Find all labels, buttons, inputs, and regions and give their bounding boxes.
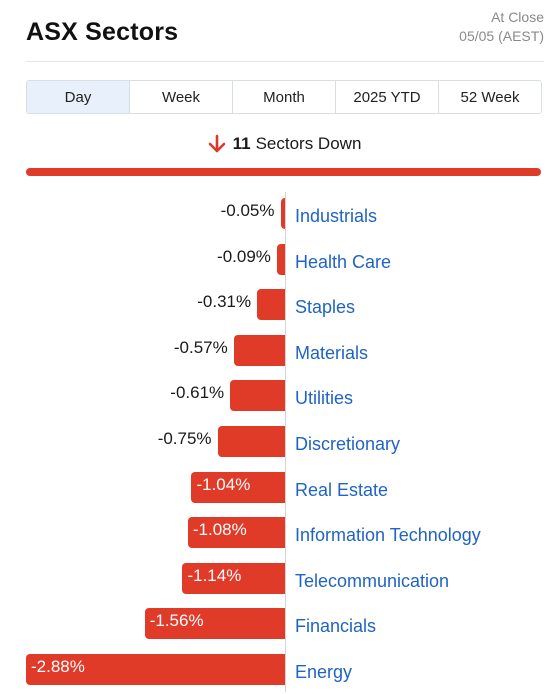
- bar-staples: [257, 289, 285, 321]
- bar-telecommunication: [182, 562, 285, 594]
- value-label-materials: -0.57%: [173, 337, 228, 357]
- value-label-financials: -1.56%: [149, 611, 204, 631]
- bar-information-technology: [187, 517, 285, 549]
- sector-link-staples[interactable]: Staples: [295, 297, 356, 318]
- status-line-date: 05/05 (AEST): [459, 28, 544, 44]
- tab-52-week[interactable]: 52 Week: [438, 81, 541, 113]
- sector-link-information-technology[interactable]: Information Technology: [295, 525, 481, 546]
- value-label-discretionary: -0.75%: [157, 429, 212, 448]
- value-label-health-care: -0.09%: [217, 246, 271, 266]
- bar-materials: [233, 334, 285, 366]
- bar-financials: [144, 608, 285, 640]
- value-label-telecommunication: -1.14%: [187, 565, 242, 585]
- bar-energy: [26, 654, 285, 685]
- tab-day[interactable]: Day: [27, 81, 129, 113]
- zero-axis-line: [285, 192, 286, 692]
- bar-industrials: [280, 198, 285, 229]
- value-label-utilities: -0.61%: [170, 383, 225, 403]
- value-label-staples: -0.31%: [197, 292, 252, 312]
- sectors-down-count: 11: [232, 134, 251, 153]
- tab-ytd[interactable]: 2025 YTD: [335, 81, 438, 113]
- header-divider: [26, 61, 544, 62]
- sector-link-health-care[interactable]: Health Care: [295, 251, 392, 272]
- value-label-industrials: -0.05%: [220, 201, 275, 220]
- period-tabs: Day Week Month 2025 YTD 52 Week: [26, 80, 542, 114]
- sector-link-financials[interactable]: Financials: [295, 616, 377, 637]
- widget-title: ASX Sectors: [26, 18, 179, 46]
- sectors-down-text: Sectors Down: [255, 134, 362, 153]
- tab-week[interactable]: Week: [129, 81, 232, 113]
- down-arrow-icon: [207, 134, 227, 154]
- sector-link-industrials[interactable]: Industrials: [295, 206, 378, 226]
- value-label-real-estate: -1.04%: [196, 474, 251, 494]
- value-label-information-technology: -1.08%: [192, 520, 247, 540]
- sector-link-materials[interactable]: Materials: [295, 342, 369, 363]
- tab-month[interactable]: Month: [232, 81, 335, 113]
- value-label-energy: -2.88%: [31, 657, 85, 676]
- bar-utilities: [230, 380, 285, 412]
- bar-real-estate: [191, 471, 285, 503]
- sectors-summary: 11 Sectors Down: [0, 134, 552, 154]
- sector-link-telecommunication[interactable]: Telecommunication: [295, 570, 450, 591]
- bar-discretionary: [217, 426, 285, 457]
- sector-link-energy[interactable]: Energy: [295, 662, 353, 682]
- market-status: At Close 05/05 (AEST): [459, 8, 544, 46]
- sector-link-discretionary[interactable]: Discretionary: [295, 434, 401, 454]
- sector-link-real-estate[interactable]: Real Estate: [295, 479, 389, 500]
- breadth-bar: [26, 168, 541, 176]
- sector-link-utilities[interactable]: Utilities: [295, 388, 354, 409]
- bar-health-care: [276, 243, 285, 275]
- status-line-close: At Close: [491, 9, 544, 25]
